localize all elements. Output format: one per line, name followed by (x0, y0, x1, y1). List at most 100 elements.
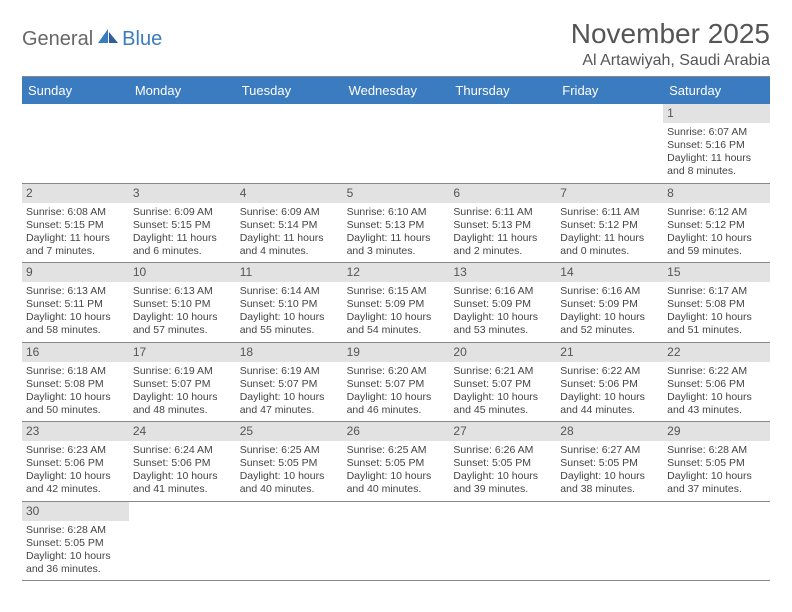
sunrise-text: Sunrise: 6:15 AM (347, 285, 446, 298)
title-block: November 2025 Al Artawiyah, Saudi Arabia (571, 18, 770, 70)
sunrise-text: Sunrise: 6:09 AM (240, 206, 339, 219)
sunset-text: Sunset: 5:07 PM (347, 378, 446, 391)
sunset-text: Sunset: 5:11 PM (26, 298, 125, 311)
sunrise-text: Sunrise: 6:10 AM (347, 206, 446, 219)
location: Al Artawiyah, Saudi Arabia (571, 52, 770, 70)
sunset-text: Sunset: 5:05 PM (453, 457, 552, 470)
daylight-text: Daylight: 11 hours and 0 minutes. (560, 232, 659, 258)
daylight-text: Daylight: 11 hours and 4 minutes. (240, 232, 339, 258)
empty-cell (129, 104, 236, 183)
empty-cell (449, 104, 556, 183)
daylight-text: Daylight: 10 hours and 36 minutes. (26, 550, 125, 576)
sunrise-text: Sunrise: 6:13 AM (26, 285, 125, 298)
day-number: 22 (663, 343, 770, 362)
sunset-text: Sunset: 5:06 PM (26, 457, 125, 470)
empty-cell (343, 502, 450, 581)
daylight-text: Daylight: 10 hours and 38 minutes. (560, 470, 659, 496)
sunrise-text: Sunrise: 6:26 AM (453, 444, 552, 457)
day-number: 11 (236, 263, 343, 282)
sunset-text: Sunset: 5:14 PM (240, 219, 339, 232)
day-cell: 27 Sunrise: 6:26 AMSunset: 5:05 PMDayligh… (449, 422, 556, 501)
sunrise-text: Sunrise: 6:22 AM (560, 365, 659, 378)
day-header-cell: Thursday (449, 77, 556, 104)
day-cell: 10Sunrise: 6:13 AMSunset: 5:10 PMDayligh… (129, 263, 236, 342)
sunset-text: Sunset: 5:05 PM (240, 457, 339, 470)
logo-word2: Blue (122, 28, 162, 51)
sunset-text: Sunset: 5:10 PM (133, 298, 232, 311)
day-cell: 1 Sunrise: 6:07 AMSunset: 5:16 PMDaylight… (663, 104, 770, 183)
week-row: 9Sunrise: 6:13 AMSunset: 5:11 PMDaylight… (22, 263, 770, 343)
day-number: 8 (663, 184, 770, 203)
day-cell: 6Sunrise: 6:11 AMSunset: 5:13 PMDaylight… (449, 184, 556, 263)
daylight-text: Daylight: 10 hours and 46 minutes. (347, 391, 446, 417)
day-number: 9 (22, 263, 129, 282)
day-number: 1 (663, 104, 770, 123)
sunrise-text: Sunrise: 6:13 AM (133, 285, 232, 298)
daylight-text: Daylight: 10 hours and 54 minutes. (347, 311, 446, 337)
sunset-text: Sunset: 5:15 PM (26, 219, 125, 232)
sunset-text: Sunset: 5:09 PM (453, 298, 552, 311)
day-cell: 7Sunrise: 6:11 AMSunset: 5:12 PMDaylight… (556, 184, 663, 263)
sunset-text: Sunset: 5:13 PM (453, 219, 552, 232)
day-header-cell: Sunday (22, 77, 129, 104)
sunset-text: Sunset: 5:15 PM (133, 219, 232, 232)
day-cell: 30Sunrise: 6:28 AMSunset: 5:05 PMDayligh… (22, 502, 129, 581)
daylight-text: Daylight: 10 hours and 52 minutes. (560, 311, 659, 337)
month-title: November 2025 (571, 18, 770, 50)
sunset-text: Sunset: 5:10 PM (240, 298, 339, 311)
day-cell: 16Sunrise: 6:18 AMSunset: 5:08 PMDayligh… (22, 343, 129, 422)
week-row: 16Sunrise: 6:18 AMSunset: 5:08 PMDayligh… (22, 343, 770, 423)
week-row: 30Sunrise: 6:28 AMSunset: 5:05 PMDayligh… (22, 502, 770, 582)
sunset-text: Sunset: 5:16 PM (667, 139, 766, 152)
day-cell: 26Sunrise: 6:25 AMSunset: 5:05 PMDayligh… (343, 422, 450, 501)
sunrise-text: Sunrise: 6:14 AM (240, 285, 339, 298)
sunrise-text: Sunrise: 6:19 AM (240, 365, 339, 378)
sunrise-text: Sunrise: 6:11 AM (560, 206, 659, 219)
sunrise-text: Sunrise: 6:17 AM (667, 285, 766, 298)
sunrise-text: Sunrise: 6:07 AM (667, 126, 766, 139)
logo-word1: General (22, 28, 93, 51)
day-number: 12 (343, 263, 450, 282)
day-cell: 2Sunrise: 6:08 AMSunset: 5:15 PMDaylight… (22, 184, 129, 263)
daylight-text: Daylight: 10 hours and 53 minutes. (453, 311, 552, 337)
day-header-cell: Friday (556, 77, 663, 104)
sunset-text: Sunset: 5:05 PM (667, 457, 766, 470)
day-cell: 25Sunrise: 6:25 AMSunset: 5:05 PMDayligh… (236, 422, 343, 501)
daylight-text: Daylight: 10 hours and 40 minutes. (347, 470, 446, 496)
day-number: 28 (556, 422, 663, 441)
day-number: 14 (556, 263, 663, 282)
sunrise-text: Sunrise: 6:16 AM (453, 285, 552, 298)
sunset-text: Sunset: 5:06 PM (560, 378, 659, 391)
day-number: 20 (449, 343, 556, 362)
day-number: 15 (663, 263, 770, 282)
empty-cell (22, 104, 129, 183)
day-number: 10 (129, 263, 236, 282)
daylight-text: Daylight: 10 hours and 44 minutes. (560, 391, 659, 417)
sunrise-text: Sunrise: 6:09 AM (133, 206, 232, 219)
sunrise-text: Sunrise: 6:11 AM (453, 206, 552, 219)
sunrise-text: Sunrise: 6:08 AM (26, 206, 125, 219)
sunset-text: Sunset: 5:08 PM (667, 298, 766, 311)
empty-cell (663, 502, 770, 581)
sunset-text: Sunset: 5:09 PM (560, 298, 659, 311)
day-cell: 12Sunrise: 6:15 AMSunset: 5:09 PMDayligh… (343, 263, 450, 342)
week-row: 23Sunrise: 6:23 AMSunset: 5:06 PMDayligh… (22, 422, 770, 502)
day-number: 27 (449, 422, 556, 441)
sunset-text: Sunset: 5:06 PM (667, 378, 766, 391)
daylight-text: Daylight: 11 hours and 8 minutes. (667, 152, 766, 178)
sunset-text: Sunset: 5:05 PM (26, 537, 125, 550)
empty-cell (556, 104, 663, 183)
empty-cell (236, 104, 343, 183)
empty-cell (236, 502, 343, 581)
day-cell: 8Sunrise: 6:12 AMSunset: 5:12 PMDaylight… (663, 184, 770, 263)
empty-cell (556, 502, 663, 581)
sunrise-text: Sunrise: 6:25 AM (240, 444, 339, 457)
logo: General Blue (22, 18, 162, 51)
daylight-text: Daylight: 10 hours and 39 minutes. (453, 470, 552, 496)
day-number: 4 (236, 184, 343, 203)
day-number: 29 (663, 422, 770, 441)
sunrise-text: Sunrise: 6:22 AM (667, 365, 766, 378)
day-number: 17 (129, 343, 236, 362)
daylight-text: Daylight: 10 hours and 45 minutes. (453, 391, 552, 417)
day-cell: 21Sunrise: 6:22 AMSunset: 5:06 PMDayligh… (556, 343, 663, 422)
